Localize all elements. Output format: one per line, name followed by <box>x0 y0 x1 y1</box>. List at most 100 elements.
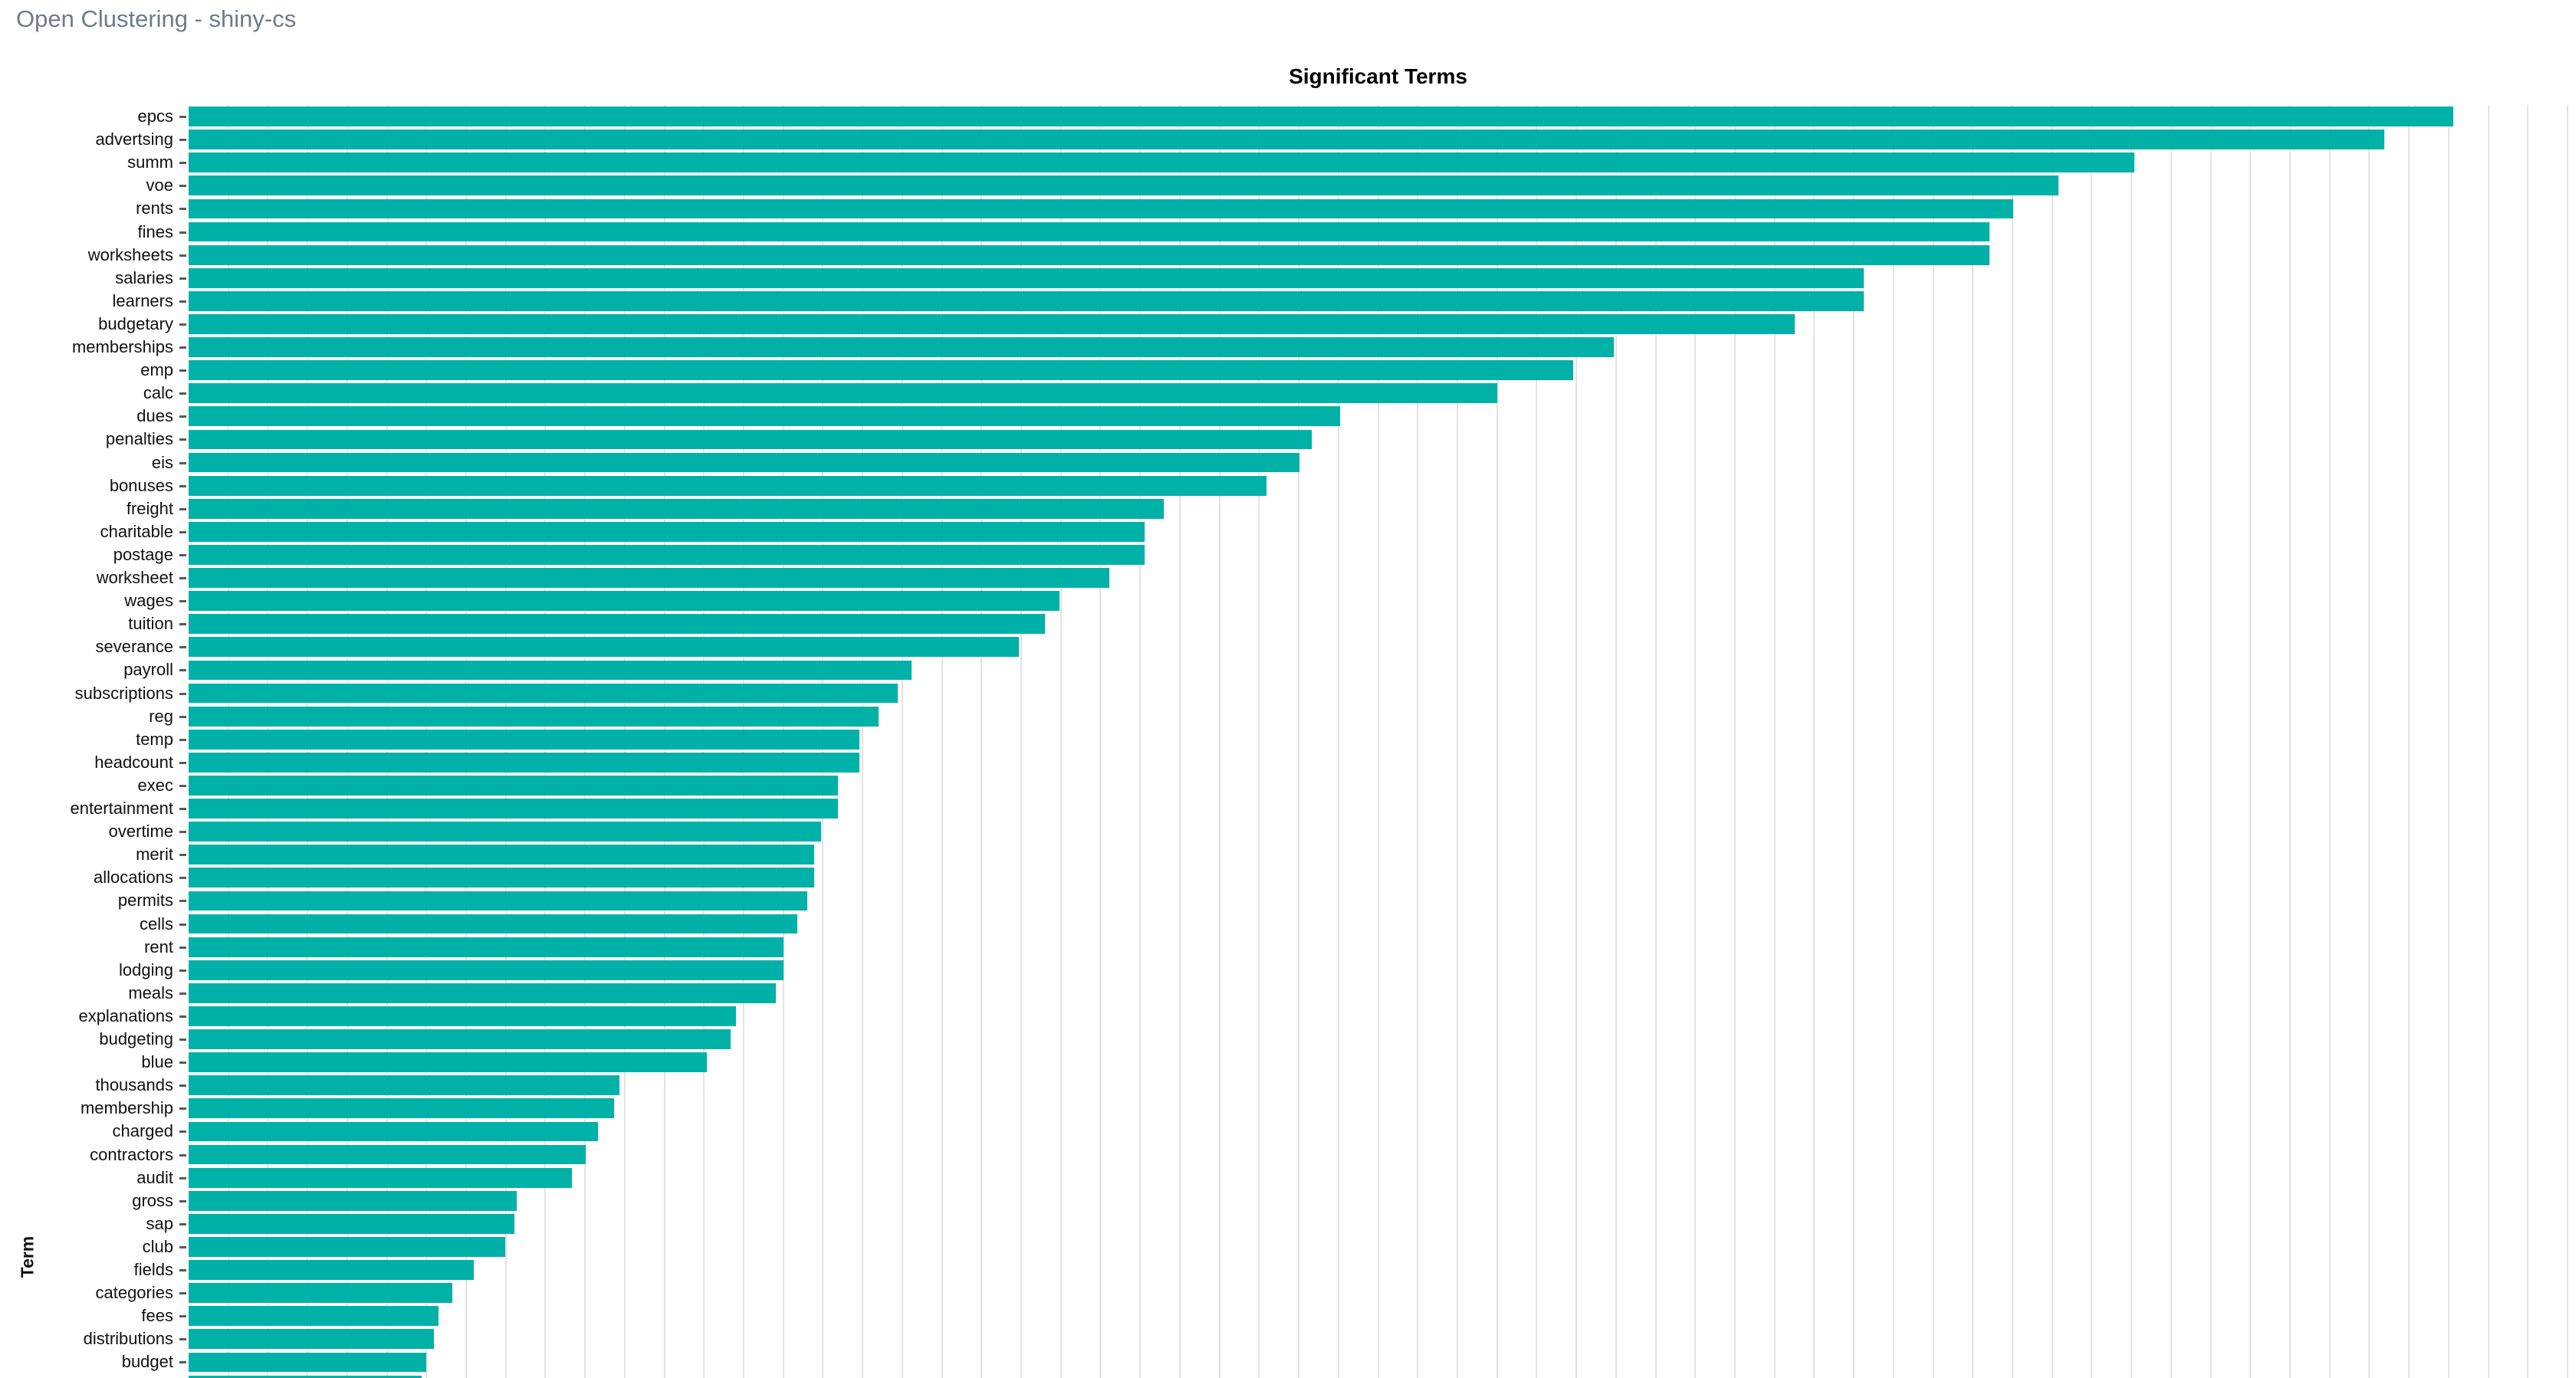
term-label: budgeting <box>99 1029 173 1048</box>
y-axis-tick <box>179 139 186 142</box>
chart-row: allocations <box>0 866 2576 889</box>
term-bar[interactable] <box>189 1306 439 1327</box>
term-label: advertsing <box>95 130 173 149</box>
chart-row: severance <box>0 635 2576 658</box>
term-bar[interactable] <box>189 1237 505 1257</box>
y-axis-tick <box>179 761 186 764</box>
term-bar[interactable] <box>189 729 860 750</box>
term-bar[interactable] <box>189 176 2058 196</box>
y-axis-tick <box>179 600 186 603</box>
term-bar[interactable] <box>189 776 839 796</box>
y-axis-tick <box>179 116 186 118</box>
term-bar[interactable] <box>189 521 1145 542</box>
term-bar[interactable] <box>189 337 1614 357</box>
term-bar[interactable] <box>189 683 898 704</box>
term-bar[interactable] <box>189 706 879 727</box>
y-axis-tick <box>179 854 186 857</box>
chart-row: payroll <box>0 658 2576 681</box>
term-bar[interactable] <box>189 498 1165 519</box>
term-label: allocations <box>94 868 173 887</box>
term-bar[interactable] <box>189 568 1109 588</box>
y-axis-tick <box>179 323 186 326</box>
term-bar[interactable] <box>189 637 1019 658</box>
term-bar[interactable] <box>189 475 1267 496</box>
term-label: temp <box>136 729 173 749</box>
term-bar[interactable] <box>189 960 784 980</box>
term-bar[interactable] <box>189 452 1300 473</box>
gridline <box>1139 105 1142 1378</box>
gridline <box>1060 105 1062 1378</box>
term-bar[interactable] <box>189 1098 615 1119</box>
y-axis-tick <box>179 369 186 372</box>
chart-row: audit <box>0 1166 2576 1189</box>
term-label: epcs <box>137 107 173 126</box>
chart-row: epcs <box>0 105 2576 128</box>
term-label: learners <box>112 290 173 310</box>
gridline <box>1020 105 1023 1378</box>
term-label: postage <box>113 544 173 564</box>
term-bar[interactable] <box>189 1167 572 1188</box>
term-bar[interactable] <box>189 1352 427 1373</box>
gridline <box>2249 105 2252 1378</box>
term-bar[interactable] <box>189 198 2013 219</box>
term-bar[interactable] <box>189 845 815 865</box>
term-bar[interactable] <box>189 383 1497 404</box>
term-bar[interactable] <box>189 267 1864 288</box>
term-bar[interactable] <box>189 429 1312 450</box>
term-bar[interactable] <box>189 221 1990 242</box>
term-bar[interactable] <box>189 1190 518 1211</box>
term-bar[interactable] <box>189 1144 586 1165</box>
term-bar[interactable] <box>189 752 860 773</box>
term-bar[interactable] <box>189 107 2454 126</box>
gridline <box>2487 105 2489 1378</box>
term-bar[interactable] <box>189 822 822 842</box>
chart-row: cells <box>0 913 2576 936</box>
gridline <box>2567 105 2568 1378</box>
y-axis-tick <box>179 992 186 995</box>
y-axis-tick <box>179 946 186 949</box>
chart-row: calc <box>0 382 2576 405</box>
y-axis-tick <box>179 1199 186 1202</box>
term-bar[interactable] <box>189 891 807 911</box>
chart-row: thousands <box>0 1074 2576 1097</box>
term-bar[interactable] <box>189 244 1990 265</box>
term-bar[interactable] <box>189 614 1046 635</box>
term-label: charged <box>112 1121 173 1141</box>
term-bar[interactable] <box>189 1375 422 1378</box>
term-bar[interactable] <box>189 591 1060 612</box>
term-bar[interactable] <box>189 290 1864 311</box>
term-label: tuition <box>128 614 173 634</box>
term-bar[interactable] <box>189 914 798 934</box>
term-bar[interactable] <box>189 1052 708 1073</box>
y-axis-tick <box>179 1153 186 1157</box>
term-bar[interactable] <box>189 130 2385 150</box>
term-bar[interactable] <box>189 1006 736 1026</box>
term-bar[interactable] <box>189 1029 731 1049</box>
term-bar[interactable] <box>189 406 1340 427</box>
term-bar[interactable] <box>189 660 912 681</box>
term-bar[interactable] <box>189 545 1145 565</box>
term-label: summ <box>127 153 173 172</box>
term-label: meals <box>128 983 173 1002</box>
chart-row: budgetary <box>0 313 2576 336</box>
chart-row: merit <box>0 843 2576 866</box>
term-bar[interactable] <box>189 1329 434 1350</box>
term-bar[interactable] <box>189 360 1573 381</box>
term-label: audit <box>136 1167 173 1187</box>
term-bar[interactable] <box>189 1075 619 1096</box>
term-bar[interactable] <box>189 1283 453 1304</box>
term-bar[interactable] <box>189 314 1795 334</box>
term-bar[interactable] <box>189 1260 475 1280</box>
term-bar[interactable] <box>189 1213 515 1234</box>
chart-row: temp <box>0 728 2576 751</box>
term-bar[interactable] <box>189 937 784 957</box>
term-bar[interactable] <box>189 1121 598 1142</box>
y-axis-tick <box>179 715 186 718</box>
term-bar[interactable] <box>189 868 815 888</box>
y-axis-tick <box>179 831 186 834</box>
term-bar[interactable] <box>189 799 839 819</box>
y-axis-tick <box>179 669 186 672</box>
y-axis-tick <box>179 1130 186 1134</box>
term-bar[interactable] <box>189 153 2135 173</box>
term-bar[interactable] <box>189 983 777 1003</box>
